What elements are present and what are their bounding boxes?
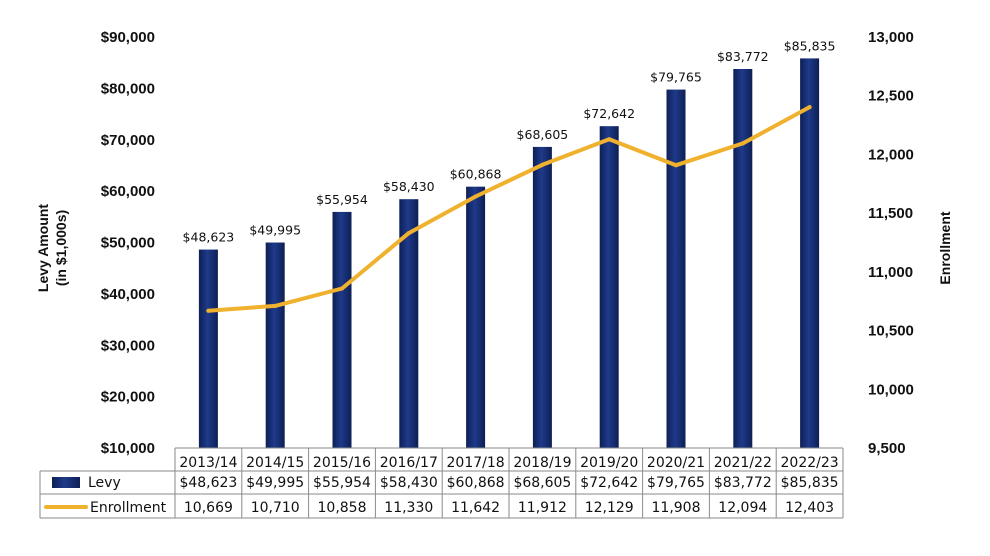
enrollment-line xyxy=(206,105,812,313)
axes-layer: $10,000 $20,000 $30,000 $40,000 $50,000 $60,0… xyxy=(101,29,914,457)
table-cell-enrollment: 11,908 xyxy=(652,500,701,516)
y-tick-label: $40,000 xyxy=(101,286,155,303)
table-cell-enrollment: 10,710 xyxy=(251,500,300,516)
x-category-label: 2015/16 xyxy=(313,455,371,471)
levy-bar-label: $60,868 xyxy=(450,167,502,182)
enrollment-point xyxy=(607,137,612,142)
y2-tick-label: 10,500 xyxy=(868,323,914,340)
levy-bar-label: $83,772 xyxy=(717,49,769,64)
x-category-label: 2017/18 xyxy=(447,455,505,471)
data-table: 2013/14 2014/15 2015/16 2016/17 2017/18 2018/… xyxy=(39,447,844,519)
enrollment-point xyxy=(540,162,545,167)
enrollment-point xyxy=(740,141,745,146)
table-cell-levy: $79,765 xyxy=(647,475,705,491)
levy-bar xyxy=(332,211,352,448)
table-cell-enrollment: 11,642 xyxy=(451,500,500,516)
levy-bar-label: $85,835 xyxy=(784,38,836,53)
bars-layer xyxy=(198,58,820,449)
enrollment-point xyxy=(406,231,411,236)
x-category-label: 2020/21 xyxy=(647,455,705,471)
table-cell-levy: $55,954 xyxy=(313,475,371,491)
levy-bar xyxy=(198,249,218,448)
enrollment-point xyxy=(807,105,812,110)
table-cell-enrollment: 10,858 xyxy=(318,500,367,516)
legend-enrollment-label: Enrollment xyxy=(90,500,167,516)
levy-bar-label: $58,430 xyxy=(383,179,435,194)
table-cell-levy: $58,430 xyxy=(380,475,438,491)
levy-bar-label: $55,954 xyxy=(316,192,368,207)
y-tick-label: $30,000 xyxy=(101,337,155,354)
y2-tick-label: 10,000 xyxy=(868,381,914,398)
x-category-label: 2019/20 xyxy=(580,455,638,471)
y-tick-label: $80,000 xyxy=(101,80,155,97)
y-tick-label: $50,000 xyxy=(101,235,155,252)
table-cell-levy: $48,623 xyxy=(179,475,237,491)
legend-levy-label: Levy xyxy=(88,475,121,491)
levy-bar xyxy=(265,242,285,448)
table-cell-levy: $49,995 xyxy=(246,475,304,491)
table-cell-levy: $60,868 xyxy=(447,475,505,491)
y-axis-title: Levy Amount xyxy=(35,204,51,292)
y-tick-label: $10,000 xyxy=(101,440,155,457)
levy-bar-label: $49,995 xyxy=(249,223,301,238)
enrollment-point xyxy=(273,303,278,308)
x-category-label: 2021/22 xyxy=(714,455,772,471)
enrollment-point xyxy=(674,163,678,168)
table-cell-enrollment: 11,330 xyxy=(384,500,433,516)
y2-tick-label: 9,500 xyxy=(868,440,906,457)
enrollment-point xyxy=(206,308,211,313)
table-cell-enrollment: 10,669 xyxy=(184,500,233,516)
y-tick-label: $90,000 xyxy=(101,29,155,46)
table-cell-levy: $83,772 xyxy=(714,475,772,491)
y2-axis-title: Enrollment xyxy=(937,211,953,284)
table-cell-enrollment: 12,094 xyxy=(718,500,767,516)
table-cell-enrollment: 12,129 xyxy=(585,500,634,516)
levy-bar xyxy=(466,186,486,448)
line-layer xyxy=(206,105,812,313)
x-category-label: 2016/17 xyxy=(380,455,438,471)
levy-bar-label: $72,642 xyxy=(583,106,635,121)
levy-bar-label: $48,623 xyxy=(183,230,235,245)
table-cell-levy: $68,605 xyxy=(513,475,571,491)
levy-bar xyxy=(666,89,686,449)
y-tick-label: $20,000 xyxy=(101,389,155,406)
legend-levy-swatch xyxy=(52,477,80,488)
table-cell-enrollment: 12,403 xyxy=(785,500,834,516)
y2-tick-label: 12,500 xyxy=(868,88,914,105)
y-tick-label: $70,000 xyxy=(101,132,155,149)
levy-bar xyxy=(532,146,552,448)
levy-bar xyxy=(599,126,619,448)
x-category-label: 2022/23 xyxy=(781,455,839,471)
x-category-label: 2018/19 xyxy=(513,455,571,471)
y2-tick-label: 11,500 xyxy=(868,205,913,222)
x-category-label: 2013/14 xyxy=(179,455,237,471)
levy-bar-label: $79,765 xyxy=(650,70,702,85)
table-cell-levy: $72,642 xyxy=(580,475,638,491)
y2-tick-label: 13,000 xyxy=(868,29,914,46)
levy-bar-label: $68,605 xyxy=(517,127,569,142)
y2-tick-label: 12,000 xyxy=(868,146,914,163)
bar-labels-layer: $48,623 $49,995 $55,954 $58,430 $60,868 $68,6… xyxy=(183,38,836,244)
enrollment-point xyxy=(340,286,344,291)
enrollment-point xyxy=(473,194,478,199)
levy-bar xyxy=(399,199,419,448)
y-tick-label: $60,000 xyxy=(101,183,155,200)
y2-tick-label: 11,000 xyxy=(868,264,913,281)
table-cell-levy: $85,835 xyxy=(781,475,839,491)
x-category-label: 2014/15 xyxy=(246,455,304,471)
levy-bar xyxy=(733,68,753,449)
levy-bar xyxy=(800,58,820,449)
table-cell-enrollment: 11,912 xyxy=(518,500,567,516)
y-axis-subtitle: (in $1,000s) xyxy=(53,210,69,286)
